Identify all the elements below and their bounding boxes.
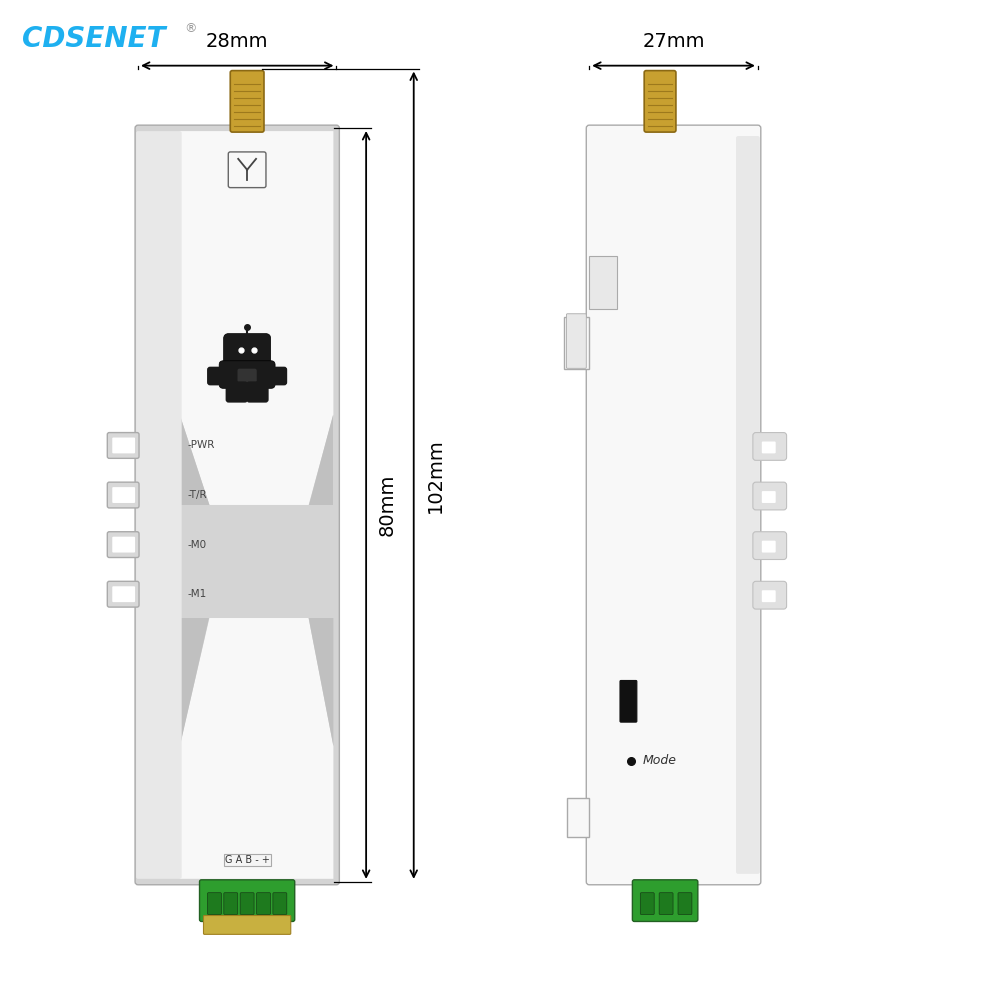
- FancyBboxPatch shape: [762, 491, 776, 503]
- FancyBboxPatch shape: [678, 893, 692, 915]
- Polygon shape: [564, 317, 589, 369]
- Text: 80mm: 80mm: [378, 474, 397, 536]
- Text: -M1: -M1: [188, 589, 207, 599]
- Polygon shape: [180, 618, 209, 746]
- Text: 102mm: 102mm: [426, 438, 445, 513]
- FancyBboxPatch shape: [207, 367, 226, 385]
- FancyBboxPatch shape: [268, 367, 287, 385]
- FancyBboxPatch shape: [107, 482, 139, 508]
- FancyBboxPatch shape: [753, 482, 787, 510]
- FancyBboxPatch shape: [224, 334, 271, 372]
- FancyBboxPatch shape: [207, 893, 221, 915]
- FancyBboxPatch shape: [640, 893, 654, 915]
- FancyBboxPatch shape: [762, 590, 776, 602]
- Polygon shape: [309, 415, 333, 505]
- Text: CDSENET: CDSENET: [22, 25, 166, 53]
- Polygon shape: [589, 256, 617, 309]
- FancyBboxPatch shape: [203, 916, 291, 934]
- Text: 28mm: 28mm: [206, 32, 268, 51]
- Text: Mode: Mode: [643, 754, 677, 767]
- FancyBboxPatch shape: [112, 487, 135, 503]
- FancyBboxPatch shape: [136, 131, 182, 879]
- FancyBboxPatch shape: [238, 369, 257, 382]
- FancyBboxPatch shape: [135, 125, 339, 885]
- FancyBboxPatch shape: [762, 441, 776, 453]
- FancyBboxPatch shape: [632, 880, 698, 921]
- FancyBboxPatch shape: [200, 880, 295, 921]
- FancyBboxPatch shape: [226, 381, 248, 403]
- FancyBboxPatch shape: [240, 893, 254, 915]
- FancyBboxPatch shape: [753, 433, 787, 460]
- Text: 27mm: 27mm: [642, 32, 705, 51]
- Text: -M0: -M0: [188, 540, 207, 550]
- FancyBboxPatch shape: [230, 71, 264, 132]
- FancyBboxPatch shape: [753, 532, 787, 560]
- FancyBboxPatch shape: [753, 581, 787, 609]
- FancyBboxPatch shape: [659, 893, 673, 915]
- FancyBboxPatch shape: [107, 433, 139, 458]
- FancyBboxPatch shape: [246, 381, 269, 403]
- Polygon shape: [180, 415, 209, 505]
- FancyBboxPatch shape: [566, 314, 586, 368]
- FancyBboxPatch shape: [224, 893, 238, 915]
- FancyBboxPatch shape: [257, 893, 270, 915]
- FancyBboxPatch shape: [762, 541, 776, 553]
- Text: -T/R: -T/R: [188, 490, 207, 500]
- FancyBboxPatch shape: [112, 586, 135, 602]
- FancyBboxPatch shape: [644, 71, 676, 132]
- Text: -PWR: -PWR: [188, 440, 215, 450]
- Polygon shape: [309, 618, 333, 746]
- FancyBboxPatch shape: [586, 125, 761, 885]
- FancyBboxPatch shape: [620, 680, 637, 722]
- Polygon shape: [567, 798, 589, 837]
- Text: G A B - +: G A B - +: [225, 855, 270, 865]
- Polygon shape: [180, 131, 333, 505]
- Polygon shape: [180, 618, 333, 879]
- FancyBboxPatch shape: [736, 136, 760, 874]
- FancyBboxPatch shape: [107, 581, 139, 607]
- FancyBboxPatch shape: [231, 344, 263, 358]
- FancyBboxPatch shape: [112, 438, 135, 453]
- FancyBboxPatch shape: [273, 893, 287, 915]
- Text: ®: ®: [185, 22, 197, 35]
- FancyBboxPatch shape: [219, 361, 275, 388]
- FancyBboxPatch shape: [107, 532, 139, 558]
- FancyBboxPatch shape: [112, 537, 135, 553]
